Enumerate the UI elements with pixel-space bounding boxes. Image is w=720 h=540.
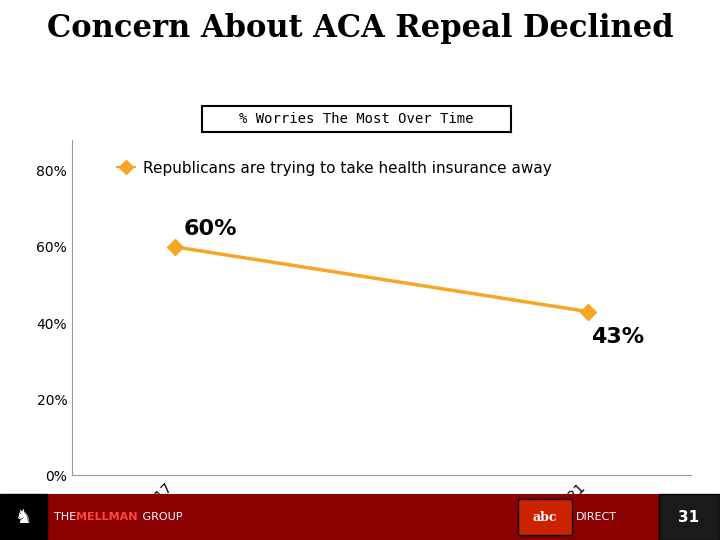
Text: % Worries The Most Over Time: % Worries The Most Over Time [239,112,474,126]
Text: THE: THE [54,512,80,522]
Legend: Republicans are trying to take health insurance away: Republicans are trying to take health in… [111,155,557,182]
Text: abc: abc [533,510,557,524]
FancyBboxPatch shape [659,494,720,540]
FancyBboxPatch shape [518,499,572,536]
Text: DIRECT: DIRECT [576,512,617,522]
Text: GROUP: GROUP [139,512,182,522]
Text: 31: 31 [678,510,700,524]
Text: Concern About ACA Repeal Declined: Concern About ACA Repeal Declined [47,14,673,44]
Text: 43%: 43% [591,327,644,347]
Text: MELLMAN: MELLMAN [76,512,137,522]
FancyBboxPatch shape [0,494,47,540]
Text: 60%: 60% [184,219,237,239]
Text: ♞: ♞ [15,508,32,526]
